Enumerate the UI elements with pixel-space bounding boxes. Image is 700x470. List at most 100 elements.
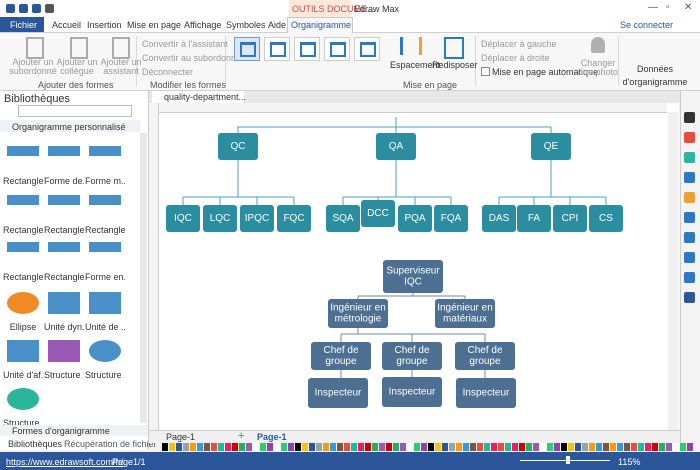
palette-swatch[interactable]	[568, 443, 574, 451]
move-right[interactable]: Déplacer à droite	[481, 53, 550, 63]
palette-swatch[interactable]	[624, 443, 630, 451]
shape-thumb[interactable]	[7, 292, 39, 314]
shape-label[interactable]: Unité de ...	[85, 322, 125, 332]
photo-icon[interactable]	[591, 37, 605, 53]
active-tab[interactable]	[287, 17, 353, 34]
menu-tab[interactable]: Mise en page	[127, 20, 182, 30]
org-node[interactable]	[218, 133, 258, 160]
rearrange-label[interactable]: Redisposer	[432, 60, 478, 70]
panel-tab[interactable]: Récupération de fichier	[64, 439, 157, 449]
palette-swatch[interactable]	[281, 443, 287, 451]
palette-swatch[interactable]	[162, 443, 168, 451]
quick-access-icon[interactable]	[6, 4, 15, 13]
org-node[interactable]	[326, 205, 360, 232]
shape-thumb[interactable]	[89, 340, 121, 362]
shape-thumb[interactable]	[89, 146, 121, 156]
shape-label[interactable]: Rectangle 3	[3, 272, 43, 282]
palette-swatch[interactable]	[386, 443, 392, 451]
palette-swatch[interactable]	[610, 443, 616, 451]
palette-swatch[interactable]	[484, 443, 490, 451]
doc-tab-label[interactable]: quality-department...	[164, 92, 247, 102]
search-box[interactable]	[18, 105, 132, 117]
tool-icon[interactable]	[684, 292, 695, 303]
add-page[interactable]: +	[238, 430, 245, 442]
palette-swatch[interactable]	[218, 443, 224, 451]
modify-button[interactable]: Déconnecter	[142, 67, 194, 77]
org-node[interactable]	[382, 342, 442, 370]
palette-swatch[interactable]	[232, 443, 238, 451]
palette-swatch[interactable]	[512, 443, 518, 451]
change-photo-label[interactable]: une photo	[578, 67, 619, 77]
palette-swatch[interactable]	[204, 443, 210, 451]
spacing-label[interactable]: Espacement	[390, 60, 441, 70]
palette-swatch[interactable]	[428, 443, 434, 451]
tool-icon[interactable]	[684, 212, 695, 223]
bottom-section[interactable]: Formes d'organigramme	[12, 426, 110, 436]
shape-thumb[interactable]	[89, 292, 121, 314]
shape-thumb[interactable]	[48, 292, 80, 314]
doc-tab[interactable]	[152, 91, 244, 103]
tool-icon[interactable]	[684, 232, 695, 243]
modify-button[interactable]: Convertir au subordonné	[142, 53, 242, 63]
window-button[interactable]: —	[648, 2, 658, 13]
palette-swatch[interactable]	[540, 443, 546, 451]
palette-swatch[interactable]	[554, 443, 560, 451]
palette-swatch[interactable]	[596, 443, 602, 451]
palette-swatch[interactable]	[379, 443, 385, 451]
page-tab[interactable]: Page-1	[166, 432, 196, 442]
palette-swatch[interactable]	[400, 443, 406, 451]
style-thumb[interactable]	[264, 37, 290, 61]
shape-label[interactable]: Ellipse	[9, 322, 37, 332]
shape-thumb[interactable]	[7, 242, 39, 252]
org-node[interactable]	[361, 200, 395, 227]
palette-swatch[interactable]	[666, 443, 672, 451]
shape-label[interactable]: Rectangle 1	[44, 225, 84, 235]
palette-swatch[interactable]	[337, 443, 343, 451]
add-button-label[interactable]: subordonné	[9, 66, 57, 76]
shape-thumb[interactable]	[48, 340, 80, 362]
palette-swatch[interactable]	[295, 443, 301, 451]
org-node[interactable]	[589, 205, 623, 232]
page-tab[interactable]: Page-1	[257, 432, 287, 442]
shape-thumb[interactable]	[48, 146, 80, 156]
palette-swatch[interactable]	[253, 443, 259, 451]
palette-swatch[interactable]	[267, 443, 273, 451]
zoom-slider[interactable]	[520, 460, 610, 461]
menu-tab[interactable]: Affichage	[184, 20, 222, 30]
style-thumb[interactable]	[354, 37, 380, 61]
palette-swatch[interactable]	[603, 443, 609, 451]
palette-swatch[interactable]	[659, 443, 665, 451]
shape-thumb[interactable]	[7, 388, 39, 410]
palette-swatch[interactable]	[260, 443, 266, 451]
section-title[interactable]: Organigramme personnalisé	[12, 122, 126, 132]
rearrange-icon[interactable]	[444, 37, 464, 59]
org-node[interactable]	[328, 299, 388, 328]
shape-label[interactable]: Forme de...	[44, 176, 84, 186]
org-node[interactable]	[398, 205, 432, 232]
shape-thumb[interactable]	[7, 195, 39, 205]
checkbox[interactable]	[481, 67, 490, 76]
sign-in[interactable]: Se connecter	[620, 20, 674, 30]
shape-thumb[interactable]	[7, 340, 39, 362]
menu-tab[interactable]: Insertion	[87, 20, 122, 30]
shape-label[interactable]: Structure ...	[85, 370, 125, 380]
menu-tab[interactable]: Organigramme	[291, 20, 352, 30]
palette-swatch[interactable]	[498, 443, 504, 451]
palette-swatch[interactable]	[190, 443, 196, 451]
org-node[interactable]	[240, 205, 274, 232]
add-button-label[interactable]: Ajouter un	[56, 57, 98, 67]
palette-swatch[interactable]	[526, 443, 532, 451]
org-node[interactable]	[435, 299, 495, 328]
shape-thumb[interactable]	[89, 195, 121, 205]
palette-swatch[interactable]	[638, 443, 644, 451]
tool-icon[interactable]	[684, 172, 695, 183]
palette-swatch[interactable]	[680, 443, 686, 451]
shape-label[interactable]: Structure ...	[44, 370, 84, 380]
zoom-thumb[interactable]	[566, 456, 570, 464]
org-node[interactable]	[277, 205, 311, 232]
palette-swatch[interactable]	[547, 443, 553, 451]
shape-label[interactable]: Structure ...	[3, 418, 43, 428]
tool-icon[interactable]	[684, 192, 695, 203]
palette-swatch[interactable]	[169, 443, 175, 451]
org-node[interactable]	[553, 205, 587, 232]
